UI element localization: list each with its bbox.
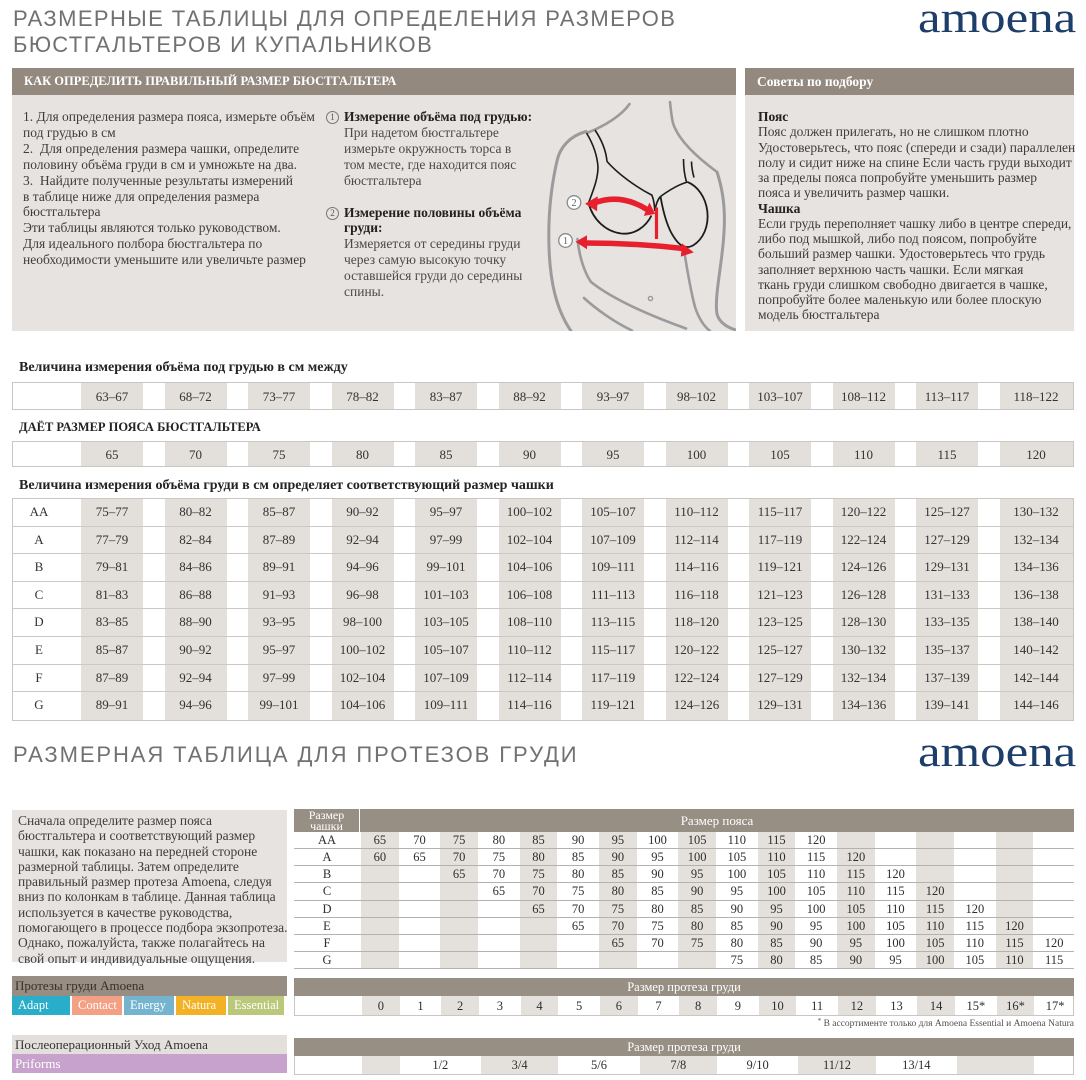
svg-text:2: 2 [571, 198, 576, 209]
svg-text:1: 1 [563, 236, 568, 247]
